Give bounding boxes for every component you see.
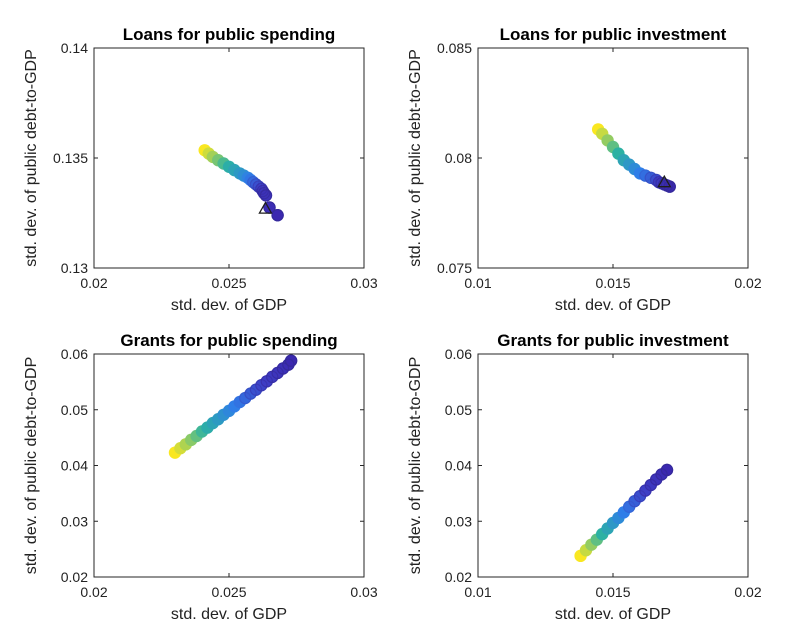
plot-area [477, 353, 749, 578]
data-point [660, 463, 674, 477]
data-point-outline [257, 187, 271, 200]
y-tick-label: 0.03 [445, 513, 472, 529]
y-axis-label: std. dev. of public debt-to-GDP [23, 357, 40, 575]
data-point [271, 209, 284, 222]
triangle-marker [258, 201, 273, 214]
x-axis-label: std. dev. of GDP [555, 297, 671, 314]
x-tick-label: 0.02 [80, 584, 107, 600]
data-point-outline [623, 500, 636, 513]
data-point-outline [244, 387, 257, 400]
y-tick-label: 0.135 [53, 150, 88, 166]
data-point-outline [256, 184, 269, 198]
y-axis-label: std. dev. of public debt-to-GDP [23, 49, 40, 267]
y-axis-label: std. dev. of public debt-to-GDP [407, 49, 424, 267]
x-tick-label: 0.01 [464, 584, 491, 600]
panel-1: Loans for public spending 0.02 0.025 0.03 0.… [23, 25, 378, 314]
y-tick-label: 0.02 [445, 569, 472, 585]
data-point-outline [284, 354, 298, 367]
x-tick-label: 0.02 [734, 275, 761, 291]
y-tick-label: 0.06 [445, 346, 472, 362]
chart-title: Loans for public spending [123, 25, 336, 44]
y-tick-label: 0.13 [61, 260, 88, 276]
y-tick-label: 0.14 [61, 40, 88, 56]
chart-title: Loans for public investment [500, 25, 727, 44]
data-point-outline [249, 383, 263, 396]
x-tick-label: 0.025 [211, 275, 246, 291]
data-point-outline [247, 176, 260, 189]
x-tick-label: 0.02 [80, 275, 107, 291]
chart-title: Grants for public investment [497, 331, 729, 350]
data-point-outline [282, 358, 295, 371]
data-marks [168, 354, 298, 459]
plot-area [93, 47, 365, 269]
triangle-marker [657, 174, 672, 188]
data-marks [591, 123, 676, 193]
data-point-outline [239, 391, 252, 405]
y-tick-label: 0.03 [61, 513, 88, 529]
y-tick-label: 0.04 [445, 458, 472, 474]
x-axis-label: std. dev. of GDP [171, 606, 287, 623]
x-axis-label: std. dev. of GDP [171, 297, 287, 314]
y-tick-label: 0.08 [445, 150, 472, 166]
panel-3: Grants for public spending 0.02 0.025 0.03 0… [23, 331, 378, 623]
data-point-outline [259, 189, 273, 202]
data-point-outline [644, 171, 657, 184]
data-point-outline [639, 169, 652, 182]
x-tick-label: 0.03 [350, 275, 377, 291]
y-tick-label: 0.05 [445, 402, 472, 418]
data-marks [198, 144, 284, 222]
y-tick-label: 0.085 [437, 40, 472, 56]
y-axis-label: std. dev. of public debt-to-GDP [407, 357, 424, 575]
chart-title: Grants for public spending [120, 331, 337, 350]
x-tick-label: 0.03 [350, 584, 377, 600]
x-tick-label: 0.015 [595, 584, 630, 600]
plot-area [477, 47, 749, 269]
x-tick-label: 0.02 [734, 584, 761, 600]
y-tick-label: 0.02 [61, 569, 88, 585]
x-axis-label: std. dev. of GDP [555, 606, 671, 623]
x-tick-label: 0.01 [464, 275, 491, 291]
y-tick-label: 0.05 [61, 402, 88, 418]
x-tick-label: 0.025 [211, 584, 246, 600]
data-point-outline [249, 178, 263, 191]
y-tick-label: 0.04 [61, 458, 88, 474]
data-point-outline [271, 209, 284, 222]
data-point-outline [660, 463, 674, 477]
data-point-outline [628, 495, 641, 508]
plot-area [93, 353, 365, 578]
y-tick-label: 0.075 [437, 260, 472, 276]
y-tick-label: 0.06 [61, 346, 88, 362]
panel-4: Grants for public investment 0.01 0.015 0.0… [407, 331, 762, 623]
data-marks [574, 463, 674, 563]
x-tick-label: 0.015 [595, 275, 630, 291]
panel-2: Loans for public investment 0.01 0.015 0.02… [407, 25, 762, 314]
